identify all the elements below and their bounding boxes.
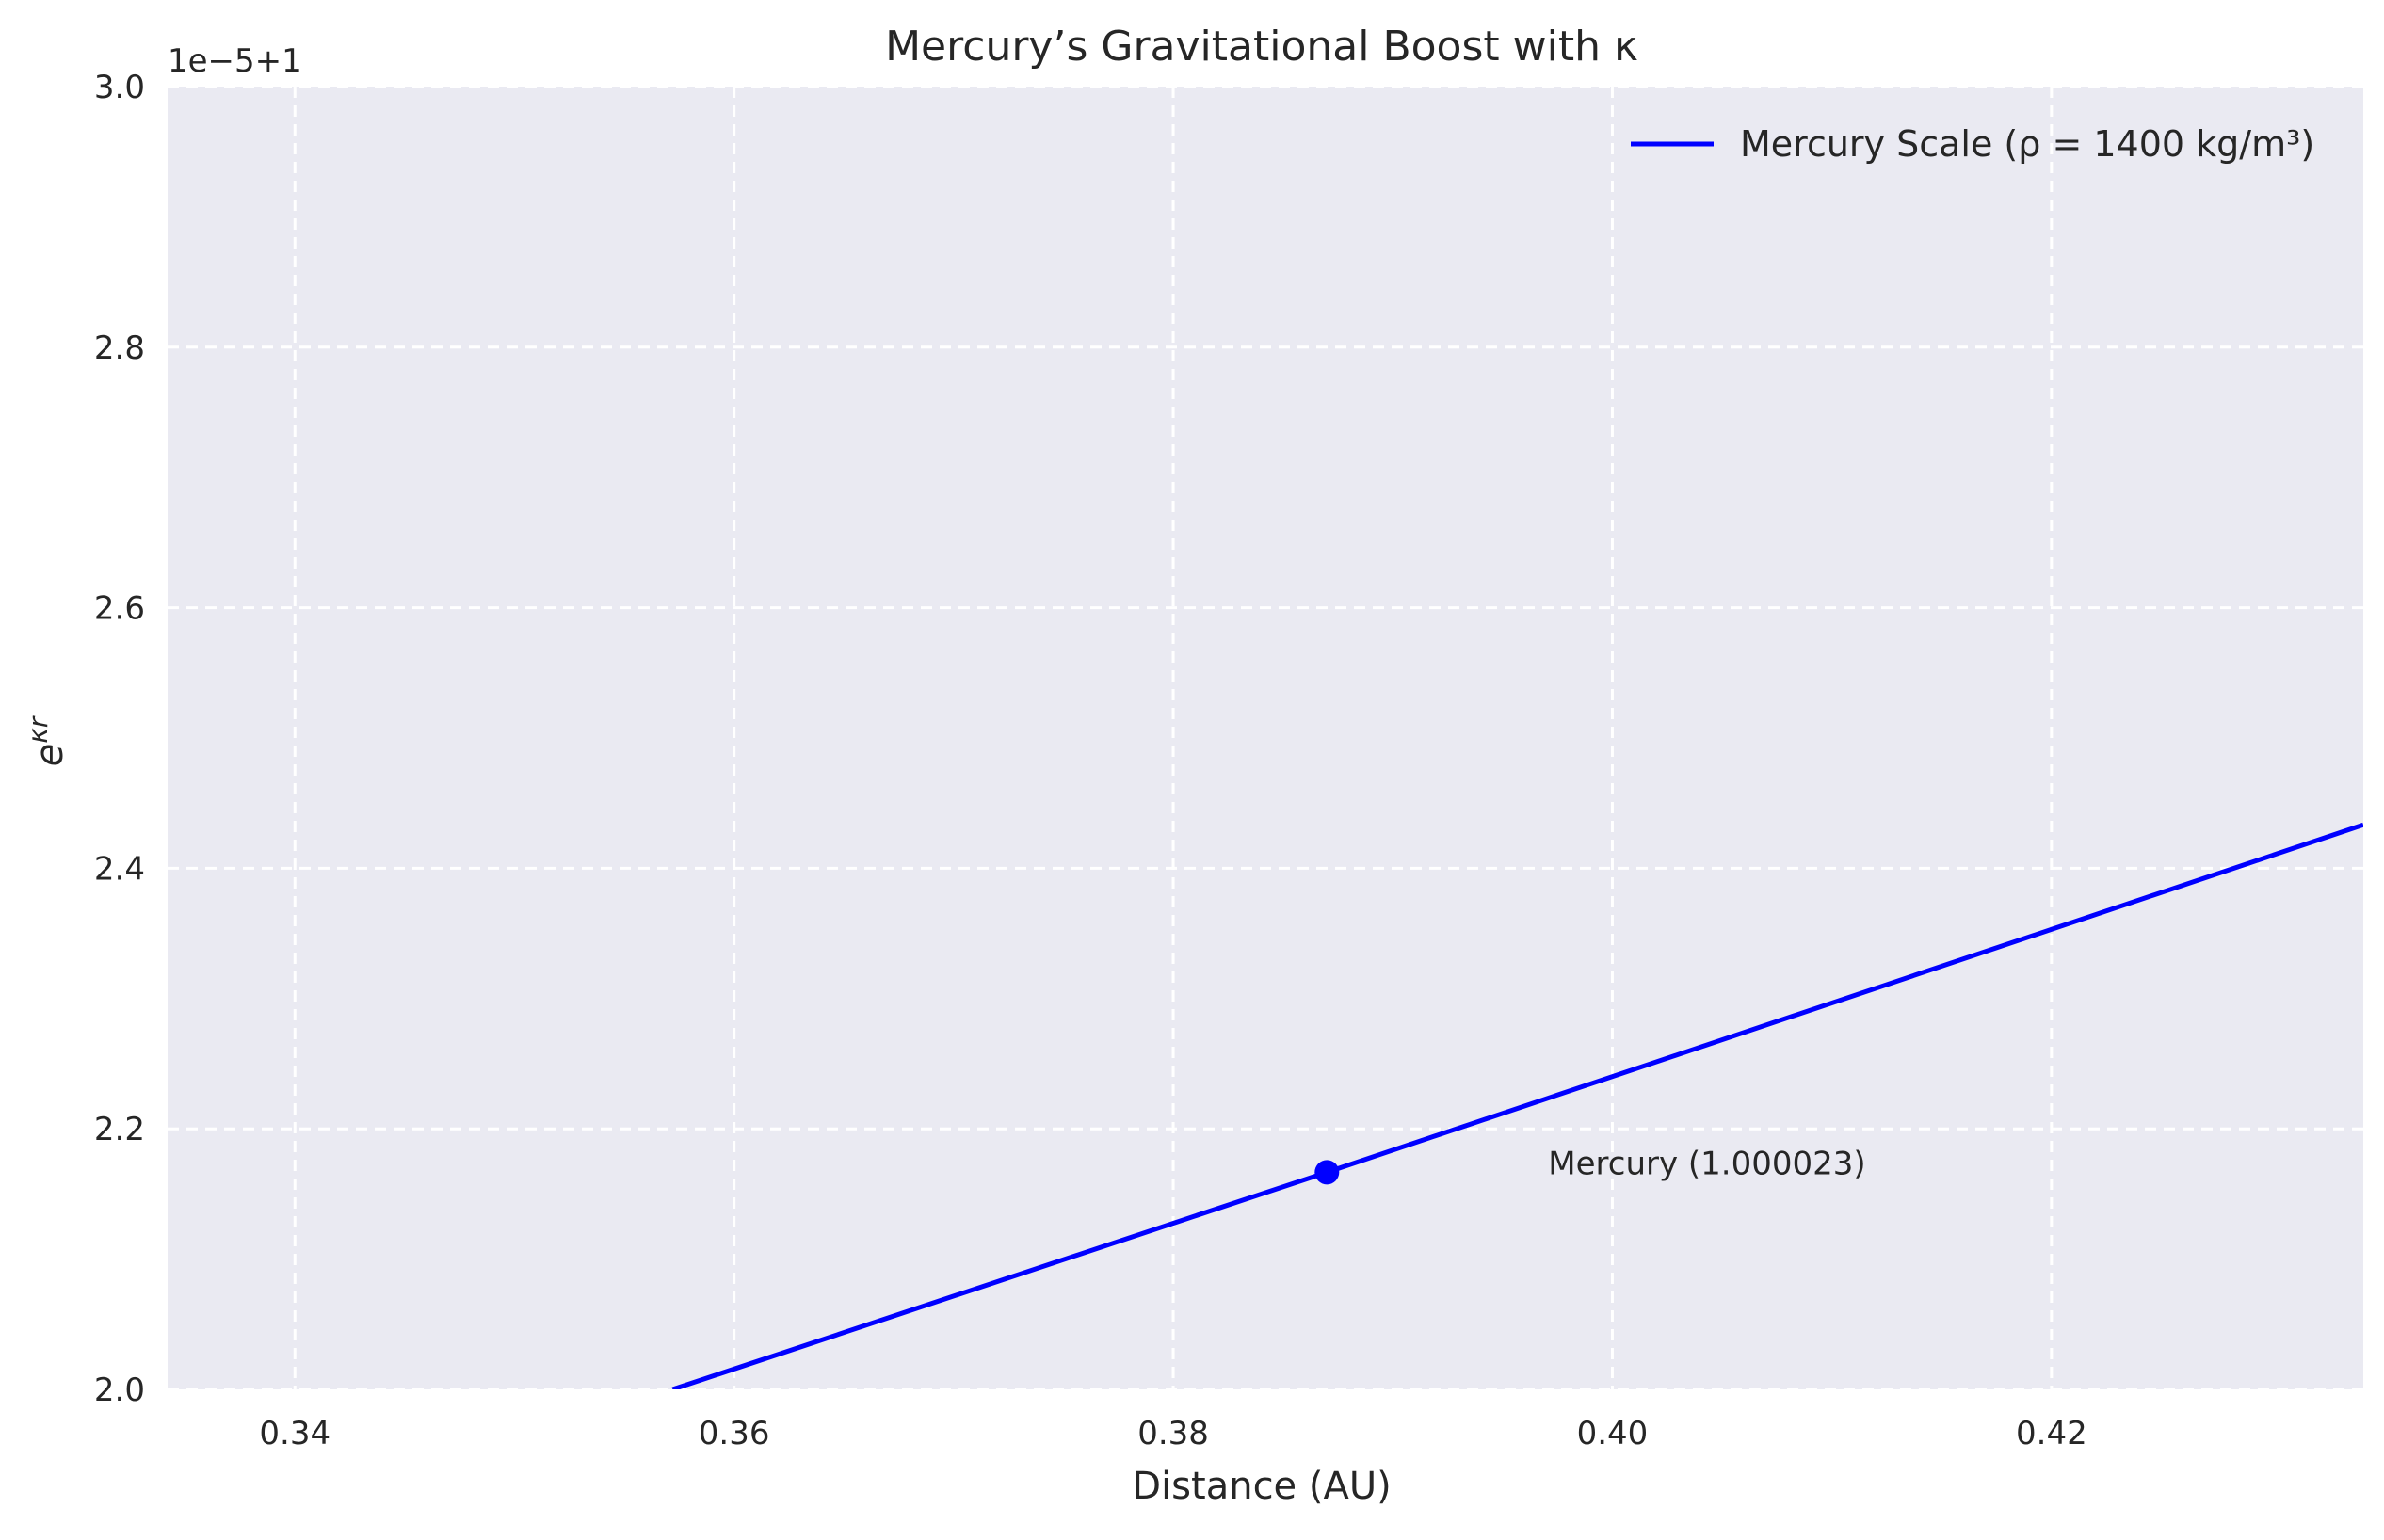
y-tick-label: 2.2 [94,1111,145,1148]
y-axis-label: eκr [23,715,72,766]
y-tick-label: 2.6 [94,590,145,628]
x-axis-label: Distance (AU) [1132,1465,1391,1508]
y-tick-labels: 2.0 2.2 2.4 2.6 2.8 3.0 [94,69,145,1409]
y-tick-label: 2.0 [94,1372,145,1409]
legend: Mercury Scale (ρ = 1400 kg/m³) [1631,123,2314,165]
chart-title: Mercury’s Gravitational Boost with κ [885,23,1638,71]
y-tick-label: 2.4 [94,850,145,888]
mercury-data-point [1314,1160,1340,1185]
y-tick-label: 3.0 [94,69,145,106]
x-tick-label: 0.34 [259,1415,330,1452]
y-tick-label: 2.8 [94,329,145,367]
x-tick-label: 0.36 [699,1415,770,1452]
x-tick-label: 0.38 [1137,1415,1209,1452]
mercury-annotation: Mercury (1.000023) [1548,1145,1865,1182]
x-tick-label: 0.40 [1577,1415,1649,1452]
grid-lines [168,85,2363,1391]
plot-layer: Mercury (1.000023) [671,822,2363,1389]
legend-entry-mercury-scale: Mercury Scale (ρ = 1400 kg/m³) [1740,123,2314,165]
y-axis-offset-text: 1e−5+1 [168,42,302,80]
y-axis-label-superscript: κr [23,715,54,744]
x-tick-labels: 0.34 0.36 0.38 0.40 0.42 [259,1415,2086,1452]
y-axis-label-base: e [28,744,72,767]
x-tick-label: 0.42 [2016,1415,2087,1452]
plot-area [168,87,2363,1389]
